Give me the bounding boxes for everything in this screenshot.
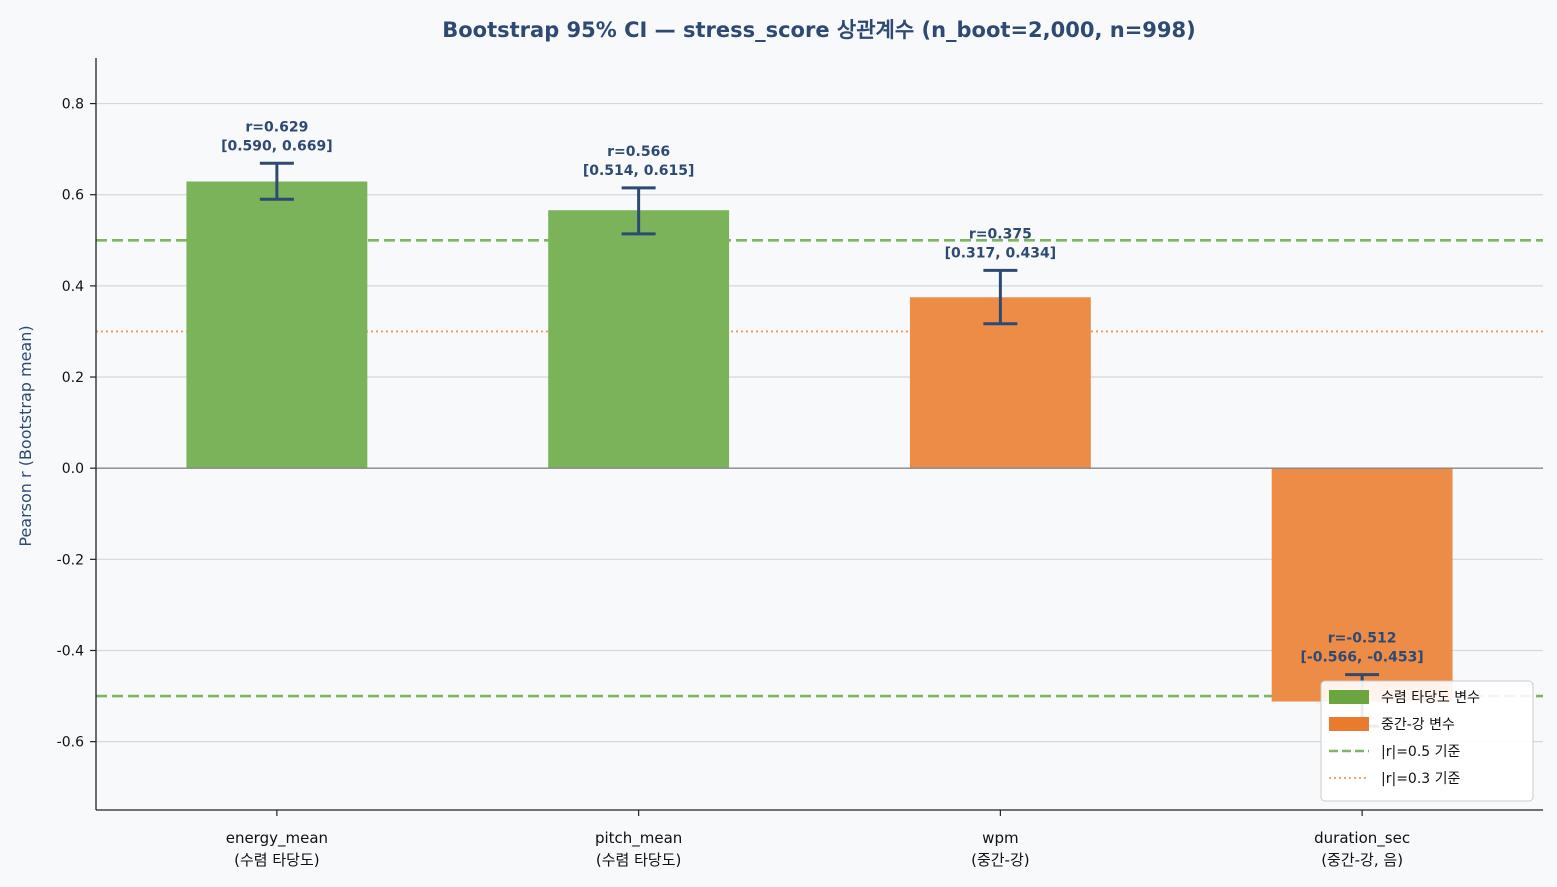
annotation-ci: [0.317, 0.434] — [945, 245, 1057, 261]
annotation-r: r=0.375 — [969, 226, 1032, 242]
legend-label: 수렴 타당도 변수 — [1381, 690, 1480, 706]
legend-swatch — [1329, 717, 1369, 731]
x-tick-label: wpm — [982, 829, 1018, 847]
legend-box — [1320, 680, 1534, 802]
x-tick-label-sub: (수렴 타당도) — [596, 851, 681, 869]
bar — [909, 297, 1091, 469]
annotation-r: r=0.629 — [245, 119, 308, 135]
bar-annotations: r=0.629 [0.590, 0.669] r=0.566 [0.514, 0.61… — [221, 119, 1424, 665]
chart-title: Bootstrap 95% CI — stress_score 상관계수 (n_… — [442, 18, 1196, 42]
y-tick-label: 0.8 — [62, 97, 84, 113]
x-tick-label-sub: (수렴 타당도) — [234, 851, 319, 869]
y-tick-label: 0.4 — [62, 279, 84, 295]
annotation-r: r=0.566 — [607, 144, 670, 160]
bars — [186, 181, 1453, 702]
y-tick-label: 0.6 — [62, 188, 84, 204]
y-tick-label: -0.2 — [57, 552, 84, 568]
annotation-r: r=-0.512 — [1328, 631, 1397, 647]
y-tick-label: 0.2 — [62, 370, 84, 386]
x-tick-label: duration_sec — [1314, 829, 1410, 848]
legend-swatch — [1329, 690, 1369, 704]
annotation-ci: [0.514, 0.615] — [583, 163, 695, 179]
y-axis-label: Pearson r (Bootstrap mean) — [16, 325, 35, 546]
legend-label: 중간-강 변수 — [1381, 717, 1455, 733]
annotation-ci: [-0.566, -0.453] — [1301, 650, 1424, 666]
x-tick-label-sub: (중간-강, 음) — [1321, 851, 1403, 869]
axes: -0.6 -0.4 -0.2 0.0 0.2 0.4 0.6 0.8 energy_mean (수… — [57, 58, 1543, 869]
legend-label: |r|=0.3 기준 — [1381, 771, 1461, 787]
bar — [548, 210, 730, 469]
annotation-ci: [0.590, 0.669] — [221, 138, 333, 154]
y-tick-label: -0.6 — [57, 735, 84, 751]
y-tick-label: 0.0 — [62, 461, 84, 477]
x-tick-label: pitch_mean — [595, 829, 682, 848]
bar — [186, 181, 368, 469]
y-tick-label: -0.4 — [57, 643, 84, 659]
bar — [1271, 468, 1453, 702]
x-tick-label: energy_mean — [226, 829, 328, 848]
x-tick-label-sub: (중간-강) — [971, 851, 1030, 869]
legend-label: |r|=0.5 기준 — [1381, 744, 1461, 760]
